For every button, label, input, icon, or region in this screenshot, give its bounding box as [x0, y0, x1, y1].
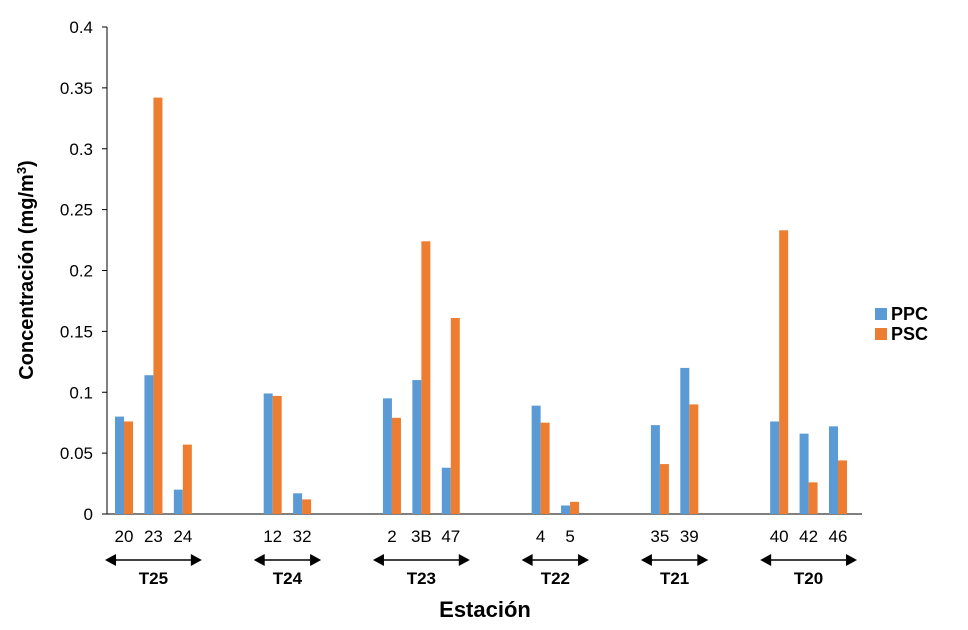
- bar-psc-32: [302, 499, 312, 514]
- y-axis-title-main: Concentración (mg/m: [16, 174, 38, 380]
- group-arrow-left: [521, 554, 533, 566]
- bar-ppc-12: [263, 393, 273, 514]
- x-tick-label: 46: [829, 527, 848, 546]
- bar-ppc-32: [293, 493, 303, 514]
- group-label-t25: T25: [139, 569, 168, 588]
- legend-swatch-ppc: [875, 308, 887, 320]
- group-arrow-left: [105, 554, 116, 566]
- x-tick-label: 32: [293, 527, 312, 546]
- legend-label-psc: PSC: [891, 324, 928, 344]
- group-arrow-left: [760, 554, 772, 566]
- bar-psc-47: [450, 317, 460, 514]
- x-tick-label: 5: [565, 527, 574, 546]
- group-arrow-right: [697, 554, 709, 566]
- bar-psc-39: [689, 404, 699, 514]
- group-label-t23: T23: [407, 569, 436, 588]
- bar-ppc-46: [829, 426, 838, 514]
- x-tick-label: 12: [263, 527, 282, 546]
- y-axis-title-sup: 3: [14, 167, 29, 174]
- bar-ppc-39: [680, 367, 690, 514]
- bar-psc-3B: [421, 241, 431, 514]
- x-tick-label: 23: [144, 527, 163, 546]
- y-tick-label: 0.4: [69, 18, 93, 37]
- y-tick-label: 0.15: [60, 322, 93, 341]
- group-label-t21: T21: [660, 569, 689, 588]
- group-arrow-left: [253, 554, 265, 566]
- bar-ppc-2: [382, 398, 392, 514]
- group-arrow-right: [578, 554, 590, 566]
- bar-psc-46: [838, 460, 847, 514]
- group-label-t20: T20: [794, 569, 823, 588]
- group-arrow-right: [458, 554, 470, 566]
- group-arrow-left: [372, 554, 384, 566]
- legend-swatch-psc: [875, 328, 887, 340]
- y-tick-label: 0.3: [69, 140, 93, 159]
- x-tick-label: 47: [441, 527, 460, 546]
- bar-ppc-42: [799, 433, 809, 514]
- group-arrow-right: [846, 554, 857, 566]
- y-tick-label: 0.25: [60, 201, 93, 220]
- bar-psc-35: [659, 464, 669, 514]
- group-arrow-right: [310, 554, 322, 566]
- y-tick-label: 0.05: [60, 444, 93, 463]
- y-axis-title-tail: ): [16, 160, 38, 167]
- bar-psc-20: [124, 421, 133, 514]
- bar-ppc-5: [561, 505, 571, 514]
- bar-psc-24: [182, 444, 192, 514]
- bar-ppc-23: [144, 375, 154, 514]
- y-tick-label: 0.2: [69, 262, 93, 281]
- bar-psc-23: [153, 97, 163, 515]
- bar-ppc-35: [650, 425, 660, 514]
- bar-psc-12: [272, 395, 282, 514]
- group-label-t24: T24: [273, 569, 303, 588]
- x-tick-label: 20: [115, 527, 134, 546]
- legend-label-ppc: PPC: [891, 304, 928, 324]
- bar-psc-4: [540, 422, 550, 514]
- bar-ppc-4: [531, 405, 541, 514]
- bar-psc-40: [779, 230, 789, 514]
- group-arrow-left: [640, 554, 652, 566]
- bar-psc-42: [808, 482, 818, 514]
- group-arrow-right: [190, 554, 202, 566]
- bar-psc-2: [391, 417, 401, 514]
- bar-ppc-20: [115, 416, 124, 514]
- bar-ppc-24: [173, 489, 183, 514]
- x-tick-label: 42: [799, 527, 818, 546]
- x-tick-label: 40: [770, 527, 789, 546]
- bar-ppc-3B: [412, 380, 422, 514]
- y-tick-label: 0: [84, 505, 93, 524]
- x-tick-label: 24: [173, 527, 192, 546]
- x-tick-label: 4: [536, 527, 545, 546]
- x-tick-label: 39: [680, 527, 699, 546]
- bar-ppc-40: [770, 421, 780, 514]
- y-tick-label: 0.35: [60, 79, 93, 98]
- y-axis-title: Concentración (mg/m3): [14, 160, 39, 379]
- group-label-t22: T22: [541, 569, 570, 588]
- x-tick-label: 2: [387, 527, 396, 546]
- x-tick-label: 35: [650, 527, 669, 546]
- bar-ppc-47: [441, 467, 451, 514]
- y-tick-label: 0.1: [69, 383, 93, 402]
- x-axis-title: Estación: [439, 597, 531, 622]
- x-tick-label: 3B: [411, 527, 432, 546]
- bar-psc-5: [570, 501, 580, 514]
